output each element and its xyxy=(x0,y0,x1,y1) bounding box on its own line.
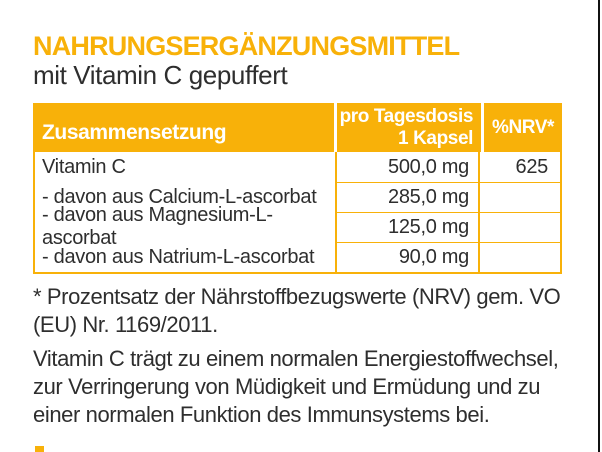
dose-header-line1: pro Tagesdosis xyxy=(339,105,474,127)
nutrient-nrv xyxy=(480,182,560,212)
table-row-natrium-ascorbat: - davon aus Natrium-L-ascorbat 90,0 mg xyxy=(35,242,560,272)
table-row-magnesium-ascorbat: - davon aus Magnesium-L-ascorbat 125,0 m… xyxy=(35,204,560,249)
page-edge-line xyxy=(598,0,600,452)
health-claim-line2: zur Verringerung von Müdigkeit und Ermüd… xyxy=(33,374,541,399)
composition-column-header: Zusammensetzung xyxy=(33,103,334,152)
table-header-row: Zusammensetzung pro Tagesdosis 1 Kapsel … xyxy=(33,103,562,152)
nrv-footnote-line2: (EU) Nr. 1169/2011. xyxy=(33,312,218,337)
table-body: Vitamin C 500,0 mg 625 - davon aus Calci… xyxy=(33,152,562,274)
nrv-column-header: %NRV* xyxy=(484,103,562,152)
table-row-calcium-ascorbat: - davon aus Calcium-L-ascorbat 285,0 mg xyxy=(35,182,560,212)
health-claim-line3: einer normalen Funktion des Immunsystems… xyxy=(33,402,490,427)
nutrient-name: - davon aus Calcium-L-ascorbat xyxy=(35,182,337,212)
nutrient-name: - davon aus Natrium-L-ascorbat xyxy=(35,242,337,272)
supplement-heading: NAHRUNGSERGÄNZUNGSMITTEL xyxy=(33,31,460,61)
next-section-mark xyxy=(35,446,44,452)
product-subtitle: mit Vitamin C gepuffert xyxy=(33,60,288,90)
nrv-footnote: * Prozentsatz der Nährstoffbezugswerte (… xyxy=(33,283,561,339)
nutrient-amount: 90,0 mg xyxy=(337,242,480,272)
nutrient-nrv xyxy=(480,212,560,242)
table-row-vitamin-c: Vitamin C 500,0 mg 625 xyxy=(35,152,560,182)
dose-header-line2: 1 Kapsel xyxy=(398,127,473,149)
header-separator xyxy=(481,103,484,152)
header-separator xyxy=(334,103,337,152)
nutrient-nrv xyxy=(480,242,560,272)
dose-column-header: pro Tagesdosis 1 Kapsel xyxy=(337,103,481,152)
nutrient-amount: 125,0 mg xyxy=(337,212,480,242)
health-claim-text: Vitamin C trägt zu einem normalen Energi… xyxy=(33,345,559,429)
nutrient-name: Vitamin C xyxy=(35,152,337,182)
health-claim-line1: Vitamin C trägt zu einem normalen Energi… xyxy=(33,346,559,371)
nutrient-name: - davon aus Magnesium-L-ascorbat xyxy=(35,204,337,249)
nutrient-nrv: 625 xyxy=(515,155,549,178)
nutrient-amount: 500,0 mg xyxy=(337,152,480,182)
nutrition-table: Zusammensetzung pro Tagesdosis 1 Kapsel … xyxy=(33,103,562,274)
nutrient-amount: 285,0 mg xyxy=(337,182,480,212)
nrv-footnote-line1: * Prozentsatz der Nährstoffbezugswerte (… xyxy=(33,284,561,309)
